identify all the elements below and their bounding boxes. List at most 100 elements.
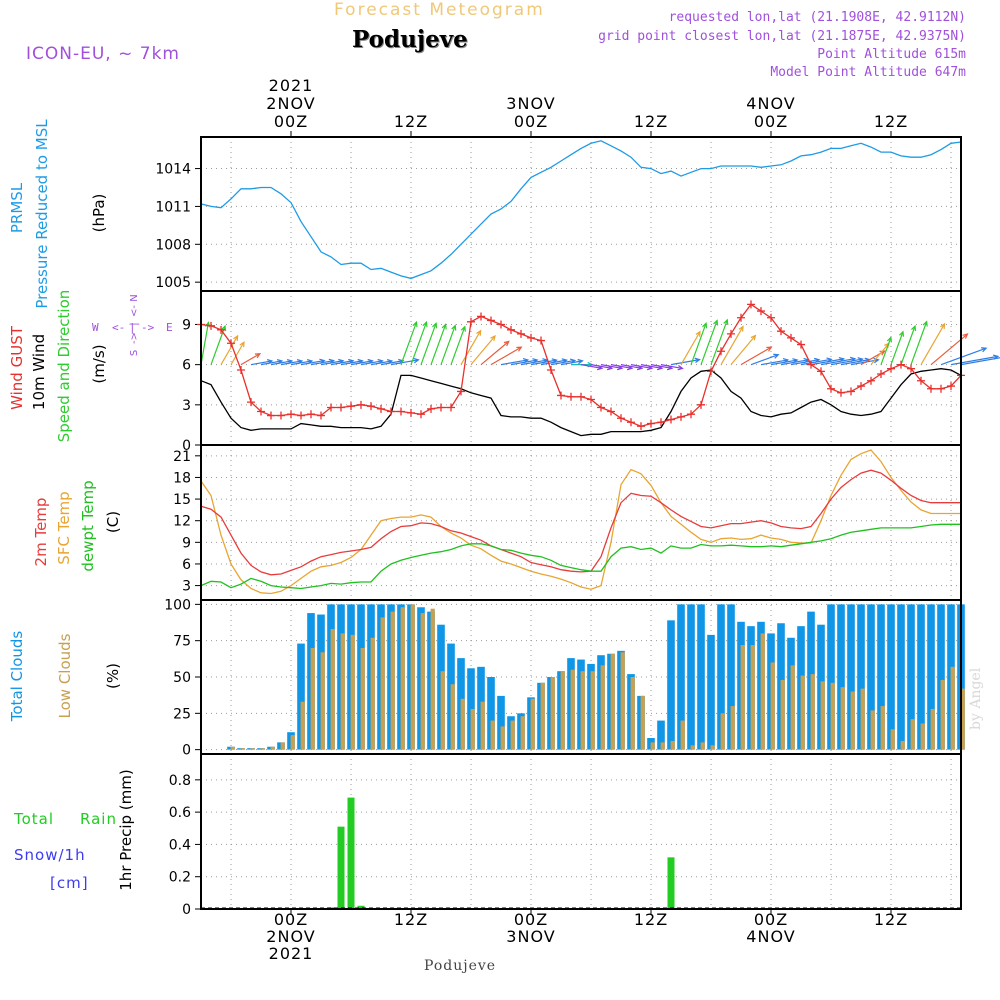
gust-marker bbox=[297, 411, 305, 420]
wind-label: 10m Wind bbox=[30, 334, 48, 410]
low-cloud-bar bbox=[530, 698, 535, 750]
gust-marker bbox=[227, 339, 235, 348]
total-cloud-bar bbox=[667, 620, 675, 750]
gust-marker bbox=[747, 300, 755, 309]
low-cloud-bar bbox=[720, 713, 725, 750]
low-cloud-bar bbox=[910, 719, 915, 750]
arrow-shaft bbox=[510, 359, 538, 366]
arrow-shaft bbox=[740, 346, 772, 366]
low-cloud-bar bbox=[460, 698, 465, 750]
compass-right-arrow: -> bbox=[141, 321, 155, 334]
gust-marker bbox=[457, 387, 465, 396]
panel-wind: 0 3 6 9 bbox=[182, 290, 1000, 454]
arrow-shaft bbox=[320, 360, 344, 366]
gust-marker bbox=[617, 414, 625, 423]
arrow-shaft bbox=[350, 360, 373, 366]
wind-direction-arrow bbox=[660, 364, 684, 371]
wind-direction-arrow bbox=[910, 320, 928, 365]
gust-marker bbox=[867, 376, 875, 385]
wind-direction-arrow bbox=[700, 319, 719, 365]
gust-marker bbox=[427, 404, 435, 413]
y-tick-label: 100 bbox=[164, 597, 191, 613]
wind-direction-arrow bbox=[390, 357, 420, 366]
y-tick-label: 0.8 bbox=[169, 773, 191, 789]
low-cloud-bar bbox=[400, 607, 405, 750]
arrow-shaft bbox=[490, 346, 522, 366]
low-cloud-bar bbox=[390, 611, 395, 750]
total-cloud-bar bbox=[727, 604, 735, 750]
gust-marker bbox=[847, 387, 855, 396]
y-tick-label: 6 bbox=[182, 358, 191, 374]
low-cloud-bar bbox=[560, 671, 565, 750]
arrow-shaft bbox=[700, 320, 718, 365]
total-cloud-bar bbox=[837, 604, 845, 750]
gust-marker bbox=[727, 329, 735, 338]
arrow-shaft bbox=[260, 360, 282, 366]
panel-temperature: 3 6 9 12 15 18 21 bbox=[173, 444, 962, 601]
arrow-shaft bbox=[940, 347, 987, 366]
gust-marker bbox=[447, 403, 455, 412]
arrow-shaft bbox=[910, 321, 928, 365]
arrow-shaft bbox=[810, 358, 844, 366]
low-cloud-bar bbox=[940, 679, 945, 750]
top-time-label: 00Z bbox=[754, 112, 788, 131]
low-cloud-bar bbox=[630, 677, 635, 750]
pressure-line bbox=[200, 140, 962, 280]
arrow-shaft bbox=[480, 340, 510, 366]
arrow-head bbox=[577, 358, 584, 365]
total-cloud-bar bbox=[487, 677, 495, 750]
y-tick-label: 0.4 bbox=[169, 837, 191, 853]
arrow-shaft bbox=[680, 331, 701, 365]
arrow-shaft bbox=[290, 360, 312, 366]
arrow-head bbox=[962, 333, 969, 339]
y-tick-label: 1008 bbox=[155, 237, 191, 253]
low-cloud-bar bbox=[750, 645, 755, 750]
low-cloud-bar bbox=[880, 706, 885, 750]
arrow-shaft bbox=[710, 319, 728, 365]
total-cloud-bar bbox=[927, 604, 935, 750]
total-cloud-bar bbox=[907, 604, 915, 750]
arrow-shaft bbox=[720, 326, 744, 365]
gust-marker bbox=[767, 313, 775, 322]
gust-marker bbox=[697, 400, 705, 409]
gust-marker bbox=[537, 336, 545, 345]
arrow-head bbox=[750, 334, 757, 341]
total-cloud-bar bbox=[707, 634, 715, 750]
gust-marker bbox=[307, 410, 315, 419]
low-cloud-bar bbox=[510, 720, 515, 750]
model-label: ICON-EU, ~ 7km bbox=[26, 44, 180, 64]
low-cloud-bar bbox=[300, 701, 305, 750]
low-cloud-bar bbox=[820, 681, 825, 750]
bottom-time-label: 2021 bbox=[269, 944, 314, 963]
top-time-label: 00Z bbox=[274, 112, 308, 131]
arrow-shaft bbox=[280, 360, 302, 366]
wind-direction-arrow bbox=[480, 340, 510, 366]
y-tick-label: 6 bbox=[182, 557, 191, 573]
gust-marker bbox=[657, 418, 665, 427]
y-tick-label: 18 bbox=[173, 470, 191, 486]
arrow-shaft bbox=[380, 360, 404, 366]
low-cloud-bar bbox=[590, 671, 595, 750]
gust-marker bbox=[497, 320, 505, 329]
arrow-head bbox=[476, 329, 482, 336]
y-tick-label: 0 bbox=[182, 743, 191, 759]
gust-marker bbox=[937, 384, 945, 393]
gust-marker bbox=[707, 367, 715, 376]
arrow-shaft bbox=[410, 321, 428, 365]
low-cloud-bar bbox=[690, 745, 695, 750]
arrow-shaft bbox=[830, 358, 863, 366]
arrow-shaft bbox=[760, 359, 788, 366]
cloud-unit-label: (%) bbox=[104, 663, 122, 689]
gust-marker bbox=[827, 384, 835, 393]
wind-direction-arrow bbox=[240, 353, 262, 366]
gust-marker bbox=[407, 408, 415, 417]
low-cloud-bar bbox=[500, 726, 505, 750]
low-cloud-bar bbox=[870, 710, 875, 750]
low-cloud-bar bbox=[480, 701, 485, 750]
arrow-shaft bbox=[540, 359, 567, 366]
arrow-shaft bbox=[790, 359, 820, 366]
total-cloud-bar bbox=[687, 604, 695, 750]
dewpoint-line bbox=[200, 523, 961, 590]
gust-marker bbox=[807, 360, 815, 369]
low-cloud-bar bbox=[600, 665, 605, 750]
